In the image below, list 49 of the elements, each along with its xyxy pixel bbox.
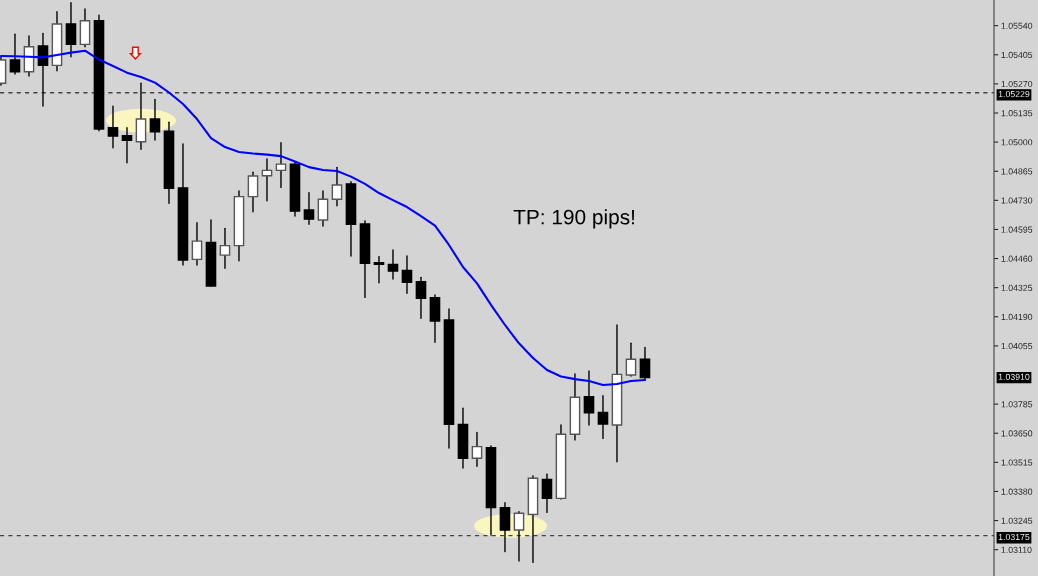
y-tick-label: 1.04595 xyxy=(1001,226,1033,233)
y-tick-label: 1.05000 xyxy=(1001,139,1033,146)
candlestick xyxy=(135,82,147,150)
y-tick-label: 1.04460 xyxy=(1001,255,1033,262)
ref-line-label: 1.05229 xyxy=(998,90,1030,98)
candlestick xyxy=(303,192,315,225)
candlestick xyxy=(373,255,385,284)
candlestick xyxy=(429,294,441,343)
y-tick-label: 1.04190 xyxy=(1001,313,1033,321)
y-tick-label: 1.03515 xyxy=(1001,459,1033,466)
candlestick xyxy=(499,501,511,553)
candlestick xyxy=(541,473,553,514)
candlestick xyxy=(401,255,413,294)
candlestick xyxy=(583,370,595,426)
annotation: TP: 190 pips! xyxy=(513,209,635,229)
y-tick-label: 1.04325 xyxy=(1001,284,1033,291)
candlestick xyxy=(387,249,399,280)
candlestick xyxy=(247,171,259,213)
candlestick xyxy=(639,346,651,381)
candlestick xyxy=(79,8,91,48)
candlestick xyxy=(471,431,483,467)
candlestick xyxy=(9,33,21,75)
candlestick xyxy=(625,342,637,377)
candlestick xyxy=(65,2,77,58)
candlestick xyxy=(219,227,231,269)
candlestick xyxy=(121,126,133,164)
text: 1.03910 xyxy=(998,373,1030,380)
y-tick-label: 1.04865 xyxy=(1001,168,1033,175)
y-tick-label: 1.05405 xyxy=(1001,51,1033,59)
y-tick-label: 1.04730 xyxy=(1001,197,1033,204)
y-tick-label: 1.03380 xyxy=(1001,488,1033,495)
candlestick xyxy=(415,276,427,319)
candlestick xyxy=(275,142,287,189)
candlestick xyxy=(191,222,203,266)
ref-line-label: 1.03175 xyxy=(998,533,1030,541)
y-tick-label: 1.03650 xyxy=(1001,430,1033,437)
y-tick-label: 1.03785 xyxy=(1001,401,1033,408)
y-tick-label: 1.05540 xyxy=(1001,22,1033,29)
y-tick-label: 1.05270 xyxy=(1001,80,1033,88)
candlestick xyxy=(107,105,119,149)
y-tick-label: 1.05135 xyxy=(1001,110,1033,117)
y-tick-label: 1.03245 xyxy=(1001,517,1033,524)
candlestick xyxy=(317,190,329,227)
candlestick xyxy=(597,395,609,440)
y-tick-label: 1.04055 xyxy=(1001,342,1033,350)
candlestick xyxy=(149,98,161,141)
candlestick xyxy=(331,166,343,207)
y-tick-label: 1.03110 xyxy=(1001,546,1032,553)
candlestick xyxy=(513,511,525,562)
